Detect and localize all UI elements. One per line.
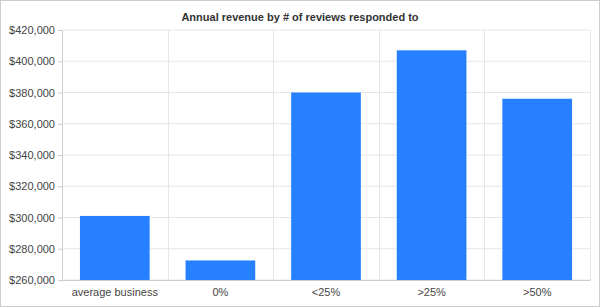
y-tick-mark — [58, 280, 62, 281]
x-axis: average business 0% <25% >25% >50% — [63, 280, 591, 298]
x-tick-label: 0% — [212, 286, 228, 298]
y-tick-mark — [58, 93, 62, 94]
y-tick: $420,000 — [9, 24, 62, 36]
y-tick-label: $300,000 — [9, 212, 55, 224]
category-divider — [484, 30, 485, 280]
x-axis-line — [63, 280, 591, 281]
y-tick: $360,000 — [9, 118, 62, 130]
y-tick: $400,000 — [9, 55, 62, 67]
chart: $260,000 $280,000 $300,000 $320,000 $340,000… — [0, 0, 600, 307]
category-divider — [168, 30, 169, 280]
bar — [186, 260, 256, 280]
grid — [62, 30, 591, 280]
x-tick-label: >25% — [417, 286, 446, 298]
y-tick-mark — [58, 124, 62, 125]
bar — [502, 99, 572, 280]
y-tick: $340,000 — [9, 149, 62, 161]
plot: $260,000 $280,000 $300,000 $320,000 $340,000… — [9, 24, 590, 298]
x-tick: <25% — [312, 280, 341, 298]
y-tick: $380,000 — [9, 87, 62, 99]
category-divider — [590, 30, 591, 280]
x-tick: >50% — [523, 280, 552, 298]
y-tick: $320,000 — [9, 180, 62, 192]
x-tick: 0% — [212, 280, 228, 298]
x-tick-label: average business — [72, 286, 159, 298]
y-tick-mark — [58, 30, 62, 31]
y-tick: $280,000 — [9, 243, 62, 255]
y-tick-mark — [58, 249, 62, 250]
y-tick-label: $360,000 — [9, 118, 55, 130]
y-tick-label: $400,000 — [9, 55, 55, 67]
frame — [1, 1, 600, 307]
y-tick: $260,000 — [9, 274, 62, 286]
y-tick-label: $280,000 — [9, 243, 55, 255]
bars — [80, 50, 572, 280]
bar — [291, 93, 361, 281]
y-tick-label: $420,000 — [9, 24, 55, 36]
y-axis-line — [58, 31, 63, 281]
y-tick-mark — [58, 218, 62, 219]
grid-line — [62, 30, 590, 31]
x-tick-label: >50% — [523, 286, 552, 298]
y-tick-label: $260,000 — [9, 274, 55, 286]
y-tick-label: $340,000 — [9, 149, 55, 161]
y-tick-label: $380,000 — [9, 87, 55, 99]
category-divider — [379, 30, 380, 280]
x-tick: >25% — [417, 280, 446, 298]
y-axis: $260,000 $280,000 $300,000 $320,000 $340,000… — [9, 24, 62, 286]
grid-line — [62, 61, 590, 62]
y-tick-label: $320,000 — [9, 180, 55, 192]
y-tick: $300,000 — [9, 212, 62, 224]
y-tick-mark — [58, 186, 62, 187]
bar — [397, 50, 467, 280]
bar — [80, 216, 150, 280]
x-tick-label: <25% — [312, 286, 341, 298]
category-divider — [273, 30, 274, 280]
y-tick-mark — [58, 155, 62, 156]
y-tick-mark — [58, 61, 62, 62]
title: Annual revenue by # of reviews responded… — [181, 11, 418, 23]
x-tick: average business — [72, 280, 159, 298]
